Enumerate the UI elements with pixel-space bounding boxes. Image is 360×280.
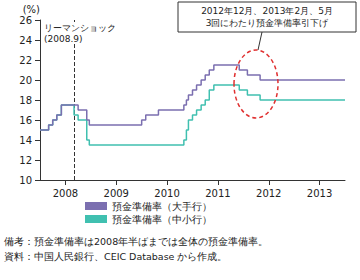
svg-text:2010: 2010 [154,188,179,199]
svg-text:2008: 2008 [53,188,78,199]
svg-text:リーマンショック: リーマンショック [44,23,116,33]
svg-text:2012年12月、2013年2月、5月: 2012年12月、2013年2月、5月 [201,6,333,16]
svg-text:(%): (%) [23,4,40,15]
svg-text:預金準備率（中小行）: 預金準備率（中小行） [112,214,212,225]
svg-text:12: 12 [19,155,32,166]
svg-text:(2008.9): (2008.9) [44,34,83,44]
svg-text:22: 22 [19,55,32,66]
svg-text:資料：中国人民銀行、CEIC Database から作成。: 資料：中国人民銀行、CEIC Database から作成。 [4,251,227,262]
svg-text:14: 14 [19,135,32,146]
svg-text:24: 24 [19,35,32,46]
svg-text:2012: 2012 [256,188,281,199]
svg-text:18: 18 [19,95,32,106]
svg-text:10: 10 [19,175,32,186]
svg-text:2013: 2013 [307,188,332,199]
svg-text:2011: 2011 [205,188,230,199]
svg-text:3回にわたり預金準備率引下げ: 3回にわたり預金準備率引下げ [206,18,330,28]
svg-text:20: 20 [19,75,32,86]
svg-text:預金準備率（大手行）: 預金準備率（大手行） [112,201,212,212]
svg-text:2009: 2009 [104,188,129,199]
svg-text:16: 16 [19,115,32,126]
svg-text:26: 26 [19,15,32,26]
svg-text:備考：預金準備率は2008年半ばまでは全体の預金準備率。: 備考：預金準備率は2008年半ばまでは全体の預金準備率。 [4,236,268,247]
